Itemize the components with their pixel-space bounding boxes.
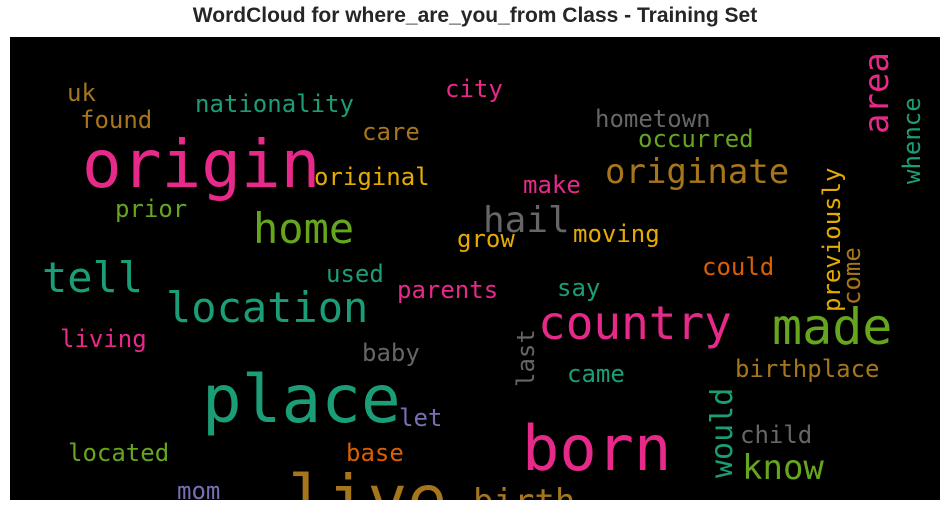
word-made: made (772, 298, 892, 356)
word-parents: parents (397, 276, 498, 304)
word-birth: birth (473, 482, 575, 500)
word-care: care (362, 118, 420, 146)
word-city: city (445, 75, 503, 103)
chart-title: WordCloud for where_are_you_from Class -… (192, 4, 758, 27)
word-original: original (314, 163, 430, 191)
word-born: born (522, 412, 671, 485)
word-nationality: nationality (195, 90, 354, 118)
word-last: last (512, 329, 540, 387)
word-base: base (346, 439, 404, 467)
word-previously: previously (818, 168, 846, 313)
word-would: would (705, 388, 740, 478)
word-came: came (567, 360, 625, 388)
word-grow: grow (457, 225, 515, 253)
word-living: living (60, 325, 147, 353)
word-found: found (80, 106, 152, 134)
word-could: could (702, 253, 774, 281)
word-whence: whence (898, 97, 926, 184)
word-located: located (68, 439, 169, 467)
word-hometown: hometown (595, 105, 711, 133)
word-cloud: origin place born live made country location ho… (10, 37, 940, 500)
word-area: area (857, 52, 897, 134)
word-used: used (326, 260, 384, 288)
word-say: say (557, 274, 600, 302)
word-country: country (538, 296, 732, 350)
word-location: location (166, 283, 368, 332)
word-prior: prior (115, 195, 187, 223)
word-let: let (399, 404, 442, 432)
word-mom: mom (177, 477, 220, 500)
word-make: make (523, 171, 581, 199)
word-originate: originate (605, 152, 789, 192)
word-baby: baby (362, 339, 420, 367)
word-hail: hail (483, 200, 570, 241)
word-uk: uk (67, 79, 96, 107)
word-child: child (740, 421, 812, 449)
word-live: live (288, 461, 447, 500)
word-moving: moving (573, 220, 660, 248)
word-birthplace: birthplace (735, 355, 880, 383)
word-come: come (838, 247, 866, 305)
word-know: know (742, 448, 824, 488)
word-tell: tell (42, 253, 143, 302)
word-state: state (117, 498, 219, 500)
word-occurred: occurred (638, 125, 754, 153)
word-home: home (253, 204, 354, 253)
word-place: place (202, 361, 401, 438)
word-origin: origin (82, 126, 320, 203)
